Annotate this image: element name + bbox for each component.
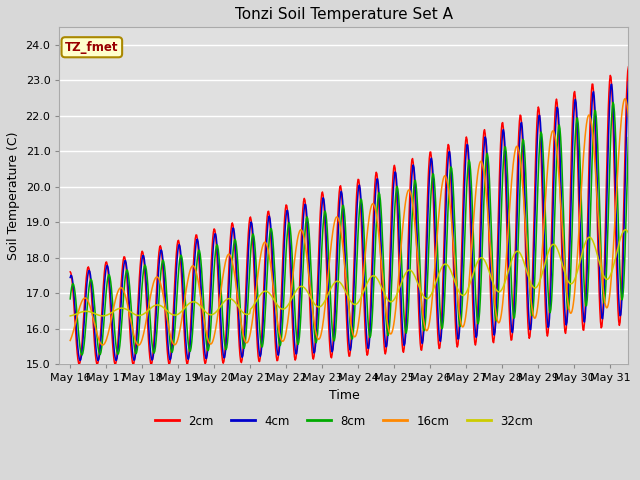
Y-axis label: Soil Temperature (C): Soil Temperature (C): [7, 132, 20, 260]
Title: Tonzi Soil Temperature Set A: Tonzi Soil Temperature Set A: [235, 7, 453, 22]
Legend: 2cm, 4cm, 8cm, 16cm, 32cm: 2cm, 4cm, 8cm, 16cm, 32cm: [150, 410, 538, 432]
Text: TZ_fmet: TZ_fmet: [65, 41, 118, 54]
X-axis label: Time: Time: [328, 389, 359, 402]
